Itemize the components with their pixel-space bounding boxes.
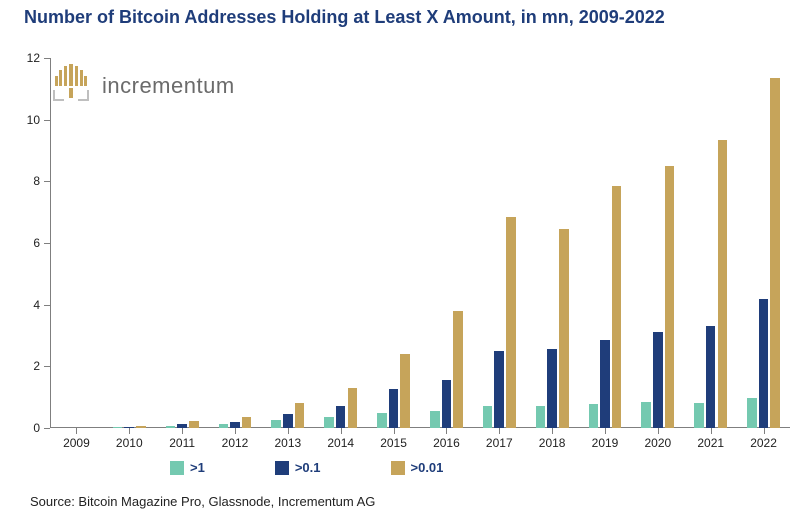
x-axis-tick bbox=[552, 428, 553, 434]
chart-bar bbox=[589, 404, 599, 428]
legend-swatch bbox=[275, 461, 289, 475]
chart-bar bbox=[718, 140, 728, 428]
x-axis-tick bbox=[182, 428, 183, 434]
x-axis-tick bbox=[499, 428, 500, 434]
chart-bar bbox=[453, 311, 463, 428]
legend-label: >1 bbox=[190, 460, 205, 475]
chart-bar bbox=[295, 403, 305, 428]
chart-plot-area: 0246810122009201020112012201320142015201… bbox=[50, 58, 790, 428]
legend-swatch bbox=[170, 461, 184, 475]
chart-bar bbox=[442, 380, 452, 428]
chart-bar bbox=[324, 417, 334, 428]
chart-bar bbox=[559, 229, 569, 428]
chart-bar bbox=[336, 406, 346, 428]
chart-legend: >1 >0.1 >0.01 bbox=[170, 460, 443, 475]
chart-bar bbox=[348, 388, 358, 428]
x-axis-tick bbox=[446, 428, 447, 434]
x-axis-label: 2021 bbox=[697, 436, 724, 450]
x-axis-label: 2011 bbox=[169, 436, 195, 450]
x-axis-tick bbox=[288, 428, 289, 434]
chart-bar bbox=[400, 354, 410, 428]
chart-bar bbox=[665, 166, 675, 428]
chart-bar bbox=[547, 349, 557, 428]
x-axis-tick bbox=[658, 428, 659, 434]
y-axis-label: 0 bbox=[16, 421, 40, 435]
y-axis-label: 6 bbox=[16, 236, 40, 250]
x-axis-tick bbox=[605, 428, 606, 434]
chart-bar bbox=[483, 406, 493, 428]
y-axis-label: 4 bbox=[16, 298, 40, 312]
x-axis-label: 2017 bbox=[486, 436, 513, 450]
x-axis-label: 2012 bbox=[222, 436, 249, 450]
x-axis-tick bbox=[341, 428, 342, 434]
y-axis-tick bbox=[44, 120, 50, 121]
x-axis-tick bbox=[764, 428, 765, 434]
chart-bar bbox=[230, 422, 240, 428]
chart-bar bbox=[641, 402, 651, 428]
y-axis-tick bbox=[44, 366, 50, 367]
x-axis-label: 2009 bbox=[63, 436, 90, 450]
x-axis-label: 2015 bbox=[380, 436, 407, 450]
chart-bar bbox=[166, 426, 176, 428]
chart-bar bbox=[113, 427, 123, 428]
chart-bar bbox=[219, 424, 229, 428]
x-axis-tick bbox=[129, 428, 130, 434]
legend-swatch bbox=[391, 461, 405, 475]
x-axis-tick bbox=[76, 428, 77, 434]
chart-bar bbox=[271, 420, 281, 428]
chart-bar bbox=[124, 427, 134, 428]
x-axis-label: 2022 bbox=[750, 436, 777, 450]
chart-bar bbox=[430, 411, 440, 428]
chart-bar bbox=[653, 332, 663, 428]
x-axis-label: 2014 bbox=[327, 436, 354, 450]
x-axis-label: 2016 bbox=[433, 436, 460, 450]
x-axis-label: 2018 bbox=[539, 436, 566, 450]
x-axis-label: 2019 bbox=[592, 436, 619, 450]
y-axis-tick bbox=[44, 181, 50, 182]
x-axis-tick bbox=[711, 428, 712, 434]
chart-bar bbox=[177, 424, 187, 428]
chart-bar bbox=[770, 78, 780, 428]
chart-bar bbox=[377, 413, 387, 428]
x-axis-tick bbox=[394, 428, 395, 434]
legend-item: >0.01 bbox=[391, 460, 444, 475]
chart-bar bbox=[242, 417, 252, 428]
source-attribution: Source: Bitcoin Magazine Pro, Glassnode,… bbox=[30, 494, 375, 509]
y-axis-label: 10 bbox=[16, 113, 40, 127]
chart-bar bbox=[759, 299, 769, 429]
y-axis-tick bbox=[44, 428, 50, 429]
x-axis-tick bbox=[235, 428, 236, 434]
chart-bar bbox=[706, 326, 716, 428]
legend-label: >0.1 bbox=[295, 460, 321, 475]
chart-bar bbox=[747, 398, 757, 428]
chart-bar bbox=[600, 340, 610, 428]
chart-bar bbox=[136, 426, 146, 428]
chart-bar bbox=[536, 406, 546, 428]
chart-bar bbox=[189, 421, 199, 428]
y-axis-tick bbox=[44, 58, 50, 59]
x-axis-label: 2010 bbox=[116, 436, 143, 450]
chart-bar bbox=[389, 389, 399, 428]
chart-bar bbox=[612, 186, 622, 428]
chart-bar bbox=[506, 217, 516, 428]
y-axis-tick bbox=[44, 243, 50, 244]
x-axis-label: 2020 bbox=[644, 436, 671, 450]
legend-label: >0.01 bbox=[411, 460, 444, 475]
chart-title: Number of Bitcoin Addresses Holding at L… bbox=[24, 6, 792, 29]
legend-item: >0.1 bbox=[275, 460, 321, 475]
chart-bar bbox=[283, 414, 293, 428]
chart-bar bbox=[694, 403, 704, 428]
chart-bar bbox=[494, 351, 504, 428]
y-axis-label: 2 bbox=[16, 359, 40, 373]
x-axis-label: 2013 bbox=[274, 436, 301, 450]
y-axis-tick bbox=[44, 305, 50, 306]
legend-item: >1 bbox=[170, 460, 205, 475]
y-axis-label: 12 bbox=[16, 51, 40, 65]
y-axis-label: 8 bbox=[16, 174, 40, 188]
